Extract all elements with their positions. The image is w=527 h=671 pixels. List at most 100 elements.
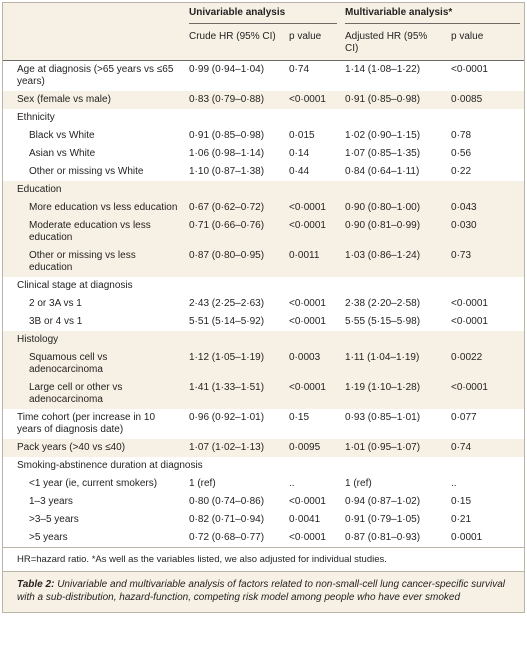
cell: 0·87 (0·80–0·95) — [185, 247, 285, 277]
cell: 0·15 — [447, 493, 525, 511]
table-row: Histology — [3, 331, 525, 349]
cell: 0·94 (0·87–1·02) — [341, 493, 448, 511]
cell: 0·56 — [447, 145, 525, 163]
table-row: Black vs White 0·91 (0·85–0·98) 0·015 1·02 … — [3, 127, 525, 145]
cell: <0·0001 — [285, 493, 342, 511]
cell: 5·51 (5·14–5·92) — [185, 313, 285, 331]
cell: 0·0041 — [285, 511, 342, 529]
cell: 0·0001 — [447, 529, 525, 547]
section-heading: Smoking-abstinence duration at diagnosis — [3, 457, 525, 475]
cell: <0·0001 — [285, 529, 342, 547]
row-label: Sex (female vs male) — [3, 91, 185, 109]
cell: 0·91 (0·85–0·98) — [185, 127, 285, 145]
row-label: Moderate education vs less education — [3, 217, 185, 247]
cell: 1·07 (1·02–1·13) — [185, 439, 285, 457]
cell: 0·030 — [447, 217, 525, 247]
cell: 0·44 — [285, 163, 342, 181]
row-label: >3–5 years — [3, 511, 185, 529]
table-row: Moderate education vs less education 0·71… — [3, 217, 525, 247]
cell: 0·0003 — [285, 349, 342, 379]
cell: <0·0001 — [285, 199, 342, 217]
cell: 1·07 (0·85–1·35) — [341, 145, 448, 163]
row-label: 3B or 4 vs 1 — [3, 313, 185, 331]
table-figure: Univariable analysis Multivariable analy… — [2, 2, 525, 613]
section-heading: Education — [3, 181, 525, 199]
row-label: Squamous cell vs adenocarcinoma — [3, 349, 185, 379]
group-header: Univariable analysis — [189, 7, 338, 24]
table-row: 1–3 years 0·80 (0·74–0·86) <0·0001 0·94 (0·… — [3, 493, 525, 511]
row-label: Age at diagnosis (>65 years vs ≤65 years… — [3, 60, 185, 91]
cell: 1·41 (1·33–1·51) — [185, 379, 285, 409]
cell: <0·0001 — [285, 379, 342, 409]
table-row: Smoking-abstinence duration at diagnosis — [3, 457, 525, 475]
cell: 0·74 — [285, 60, 342, 91]
table-row: Education — [3, 181, 525, 199]
cell: 1·03 (0·86–1·24) — [341, 247, 448, 277]
cell: 1·02 (0·90–1·15) — [341, 127, 448, 145]
cell: 1·11 (1·04–1·19) — [341, 349, 448, 379]
row-label: >5 years — [3, 529, 185, 547]
cell: 0·14 — [285, 145, 342, 163]
table-row: Pack years (>40 vs ≤40) 1·07 (1·02–1·13) 0… — [3, 439, 525, 457]
cell: 0·077 — [447, 409, 525, 439]
cell: .. — [285, 475, 342, 493]
cell: 1·10 (0·87–1·38) — [185, 163, 285, 181]
table-row: Sex (female vs male) 0·83 (0·79–0·88) <0·0… — [3, 91, 525, 109]
column-header: p value — [285, 27, 342, 61]
cell: <0·0001 — [447, 313, 525, 331]
row-label: Other or missing vs White — [3, 163, 185, 181]
section-heading: Histology — [3, 331, 525, 349]
cell: 0·71 (0·66–0·76) — [185, 217, 285, 247]
table-row: Time cohort (per increase in 10 years of… — [3, 409, 525, 439]
cell: 1·12 (1·05–1·19) — [185, 349, 285, 379]
cell: 0·91 (0·79–1·05) — [341, 511, 448, 529]
column-header: p value — [447, 27, 525, 61]
cell: 0·96 (0·92–1·01) — [185, 409, 285, 439]
row-label: Asian vs White — [3, 145, 185, 163]
table-row: Ethnicity — [3, 109, 525, 127]
cell: <0·0001 — [447, 379, 525, 409]
column-header-row: Crude HR (95% CI) p value Adjusted HR (9… — [3, 27, 525, 61]
table-row: Asian vs White 1·06 (0·98–1·14) 0·14 1·07 (… — [3, 145, 525, 163]
section-heading: Ethnicity — [3, 109, 525, 127]
table-row: 2 or 3A vs 1 2·43 (2·25–2·63) <0·0001 2·38 … — [3, 295, 525, 313]
cell: 0·73 — [447, 247, 525, 277]
cell: 0·0095 — [285, 439, 342, 457]
table-row: Squamous cell vs adenocarcinoma 1·12 (1·0… — [3, 349, 525, 379]
table-row: Clinical stage at diagnosis — [3, 277, 525, 295]
caption: Table 2: Univariable and multivariable a… — [3, 571, 524, 612]
cell: 0·015 — [285, 127, 342, 145]
cell: 1·14 (1·08–1·22) — [341, 60, 448, 91]
cell: <0·0001 — [285, 313, 342, 331]
cell: <0·0001 — [285, 91, 342, 109]
caption-label: Table 2: — [17, 579, 58, 590]
group-header: Multivariable analysis* — [345, 7, 521, 24]
cell: 0·93 (0·85–1·01) — [341, 409, 448, 439]
cell: 1 (ref) — [185, 475, 285, 493]
cell: 0·67 (0·62–0·72) — [185, 199, 285, 217]
table-row: <1 year (ie, current smokers) 1 (ref).. 1 … — [3, 475, 525, 493]
row-label: Black vs White — [3, 127, 185, 145]
cell: 0·87 (0·81–0·93) — [341, 529, 448, 547]
cell: 0·99 (0·94–1·04) — [185, 60, 285, 91]
cell: 0·83 (0·79–0·88) — [185, 91, 285, 109]
row-label: 1–3 years — [3, 493, 185, 511]
cell: 2·38 (2·20–2·58) — [341, 295, 448, 313]
cell: 0·0011 — [285, 247, 342, 277]
cell: 1 (ref) — [341, 475, 448, 493]
cell: 0·74 — [447, 439, 525, 457]
table-row: >5 years 0·72 (0·68–0·77) <0·0001 0·87 (0·8… — [3, 529, 525, 547]
table-row: >3–5 years 0·82 (0·71–0·94) 0·0041 0·91 (0·… — [3, 511, 525, 529]
group-header-row: Univariable analysis Multivariable analy… — [3, 3, 524, 27]
footnote: HR=hazard ratio. *As well as the variabl… — [3, 547, 524, 571]
cell: <0·0001 — [447, 295, 525, 313]
cell: <0·0001 — [447, 60, 525, 91]
table-row: Other or missing vs less education 0·87 (… — [3, 247, 525, 277]
table-row: 3B or 4 vs 1 5·51 (5·14–5·92) <0·0001 5·55 … — [3, 313, 525, 331]
cell: 0·043 — [447, 199, 525, 217]
table-row: Age at diagnosis (>65 years vs ≤65 years… — [3, 60, 525, 91]
cell: 0·22 — [447, 163, 525, 181]
cell: .. — [447, 475, 525, 493]
cell: 0·78 — [447, 127, 525, 145]
cell: 0·15 — [285, 409, 342, 439]
